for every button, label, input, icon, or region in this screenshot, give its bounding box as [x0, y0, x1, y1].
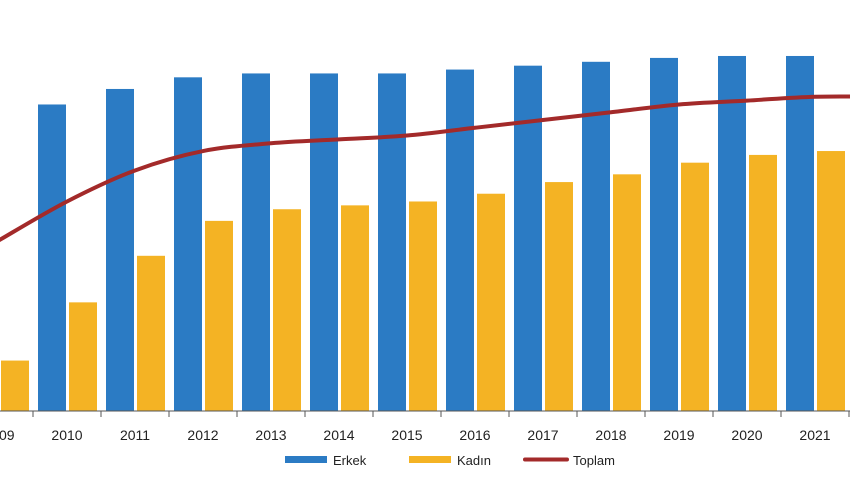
bar-erkek-2012 [174, 77, 202, 411]
legend-label-toplam: Toplam [573, 453, 615, 468]
bar-erkek-2014 [310, 73, 338, 411]
bar-kadin-2012 [205, 220, 233, 411]
line-layer [0, 94, 850, 243]
bar-kadin-2016 [477, 193, 505, 411]
bar-kadin-2017 [545, 182, 573, 411]
x-tick-label-2021: 2021 [799, 427, 830, 443]
legend-item-toplam: Toplam [523, 453, 615, 468]
bar-erkek-2010 [38, 104, 66, 411]
x-tick-label-2011: 2011 [120, 427, 150, 443]
x-tick-label-2017: 2017 [527, 427, 558, 443]
legend-item-erkek: Erkek [285, 453, 367, 468]
x-tick-label-2012: 2012 [187, 427, 218, 443]
bars-layer [1, 55, 845, 412]
bar-kadin-2015 [409, 201, 437, 411]
bar-kadin-2018 [613, 174, 641, 411]
bar-erkek-2015 [378, 73, 406, 411]
bar-kadin-2009 [1, 360, 29, 411]
x-tick-label-2020: 2020 [731, 427, 762, 443]
bar-erkek-2011 [106, 88, 134, 412]
bar-kadin-2014 [341, 205, 369, 411]
bar-erkek-2017 [514, 65, 542, 412]
bar-erkek-2013 [242, 73, 270, 411]
legend-item-kadin: Kadın [409, 453, 491, 468]
bar-kadin-2010 [69, 302, 97, 411]
x-tick-label-2014: 2014 [323, 427, 354, 443]
bar-erkek-2018 [582, 61, 610, 412]
x-tick-label-2009: 2009 [0, 427, 15, 443]
legend-label-erkek: Erkek [333, 453, 367, 468]
x-tick-label-2013: 2013 [255, 427, 286, 443]
legend-swatch-kadin [409, 456, 451, 463]
bar-kadin-2019 [681, 162, 709, 411]
bar-erkek-2021 [786, 55, 814, 411]
bar-kadin-2021 [817, 151, 845, 412]
x-tick-label-2010: 2010 [51, 427, 82, 443]
x-tick-label-2018: 2018 [595, 427, 626, 443]
legend-label-kadin: Kadın [457, 453, 491, 468]
legend: Erkek Kadın Toplam [285, 453, 615, 468]
line-toplam [0, 94, 850, 243]
bar-erkek-2019 [650, 57, 678, 412]
x-ticks: 2009 2010 2011 2012 2013 2014 2015 2016 2017 2018… [0, 411, 850, 443]
x-tick-label-2015: 2015 [391, 427, 422, 443]
bar-kadin-2013 [273, 209, 301, 411]
bar-erkek-2016 [446, 69, 474, 411]
bar-kadin-2011 [137, 255, 165, 411]
x-tick-label-2019: 2019 [663, 427, 694, 443]
bar-erkek-2020 [718, 55, 746, 411]
x-tick-label-2016: 2016 [459, 427, 490, 443]
legend-swatch-erkek [285, 456, 327, 463]
bar-kadin-2020 [749, 154, 777, 412]
